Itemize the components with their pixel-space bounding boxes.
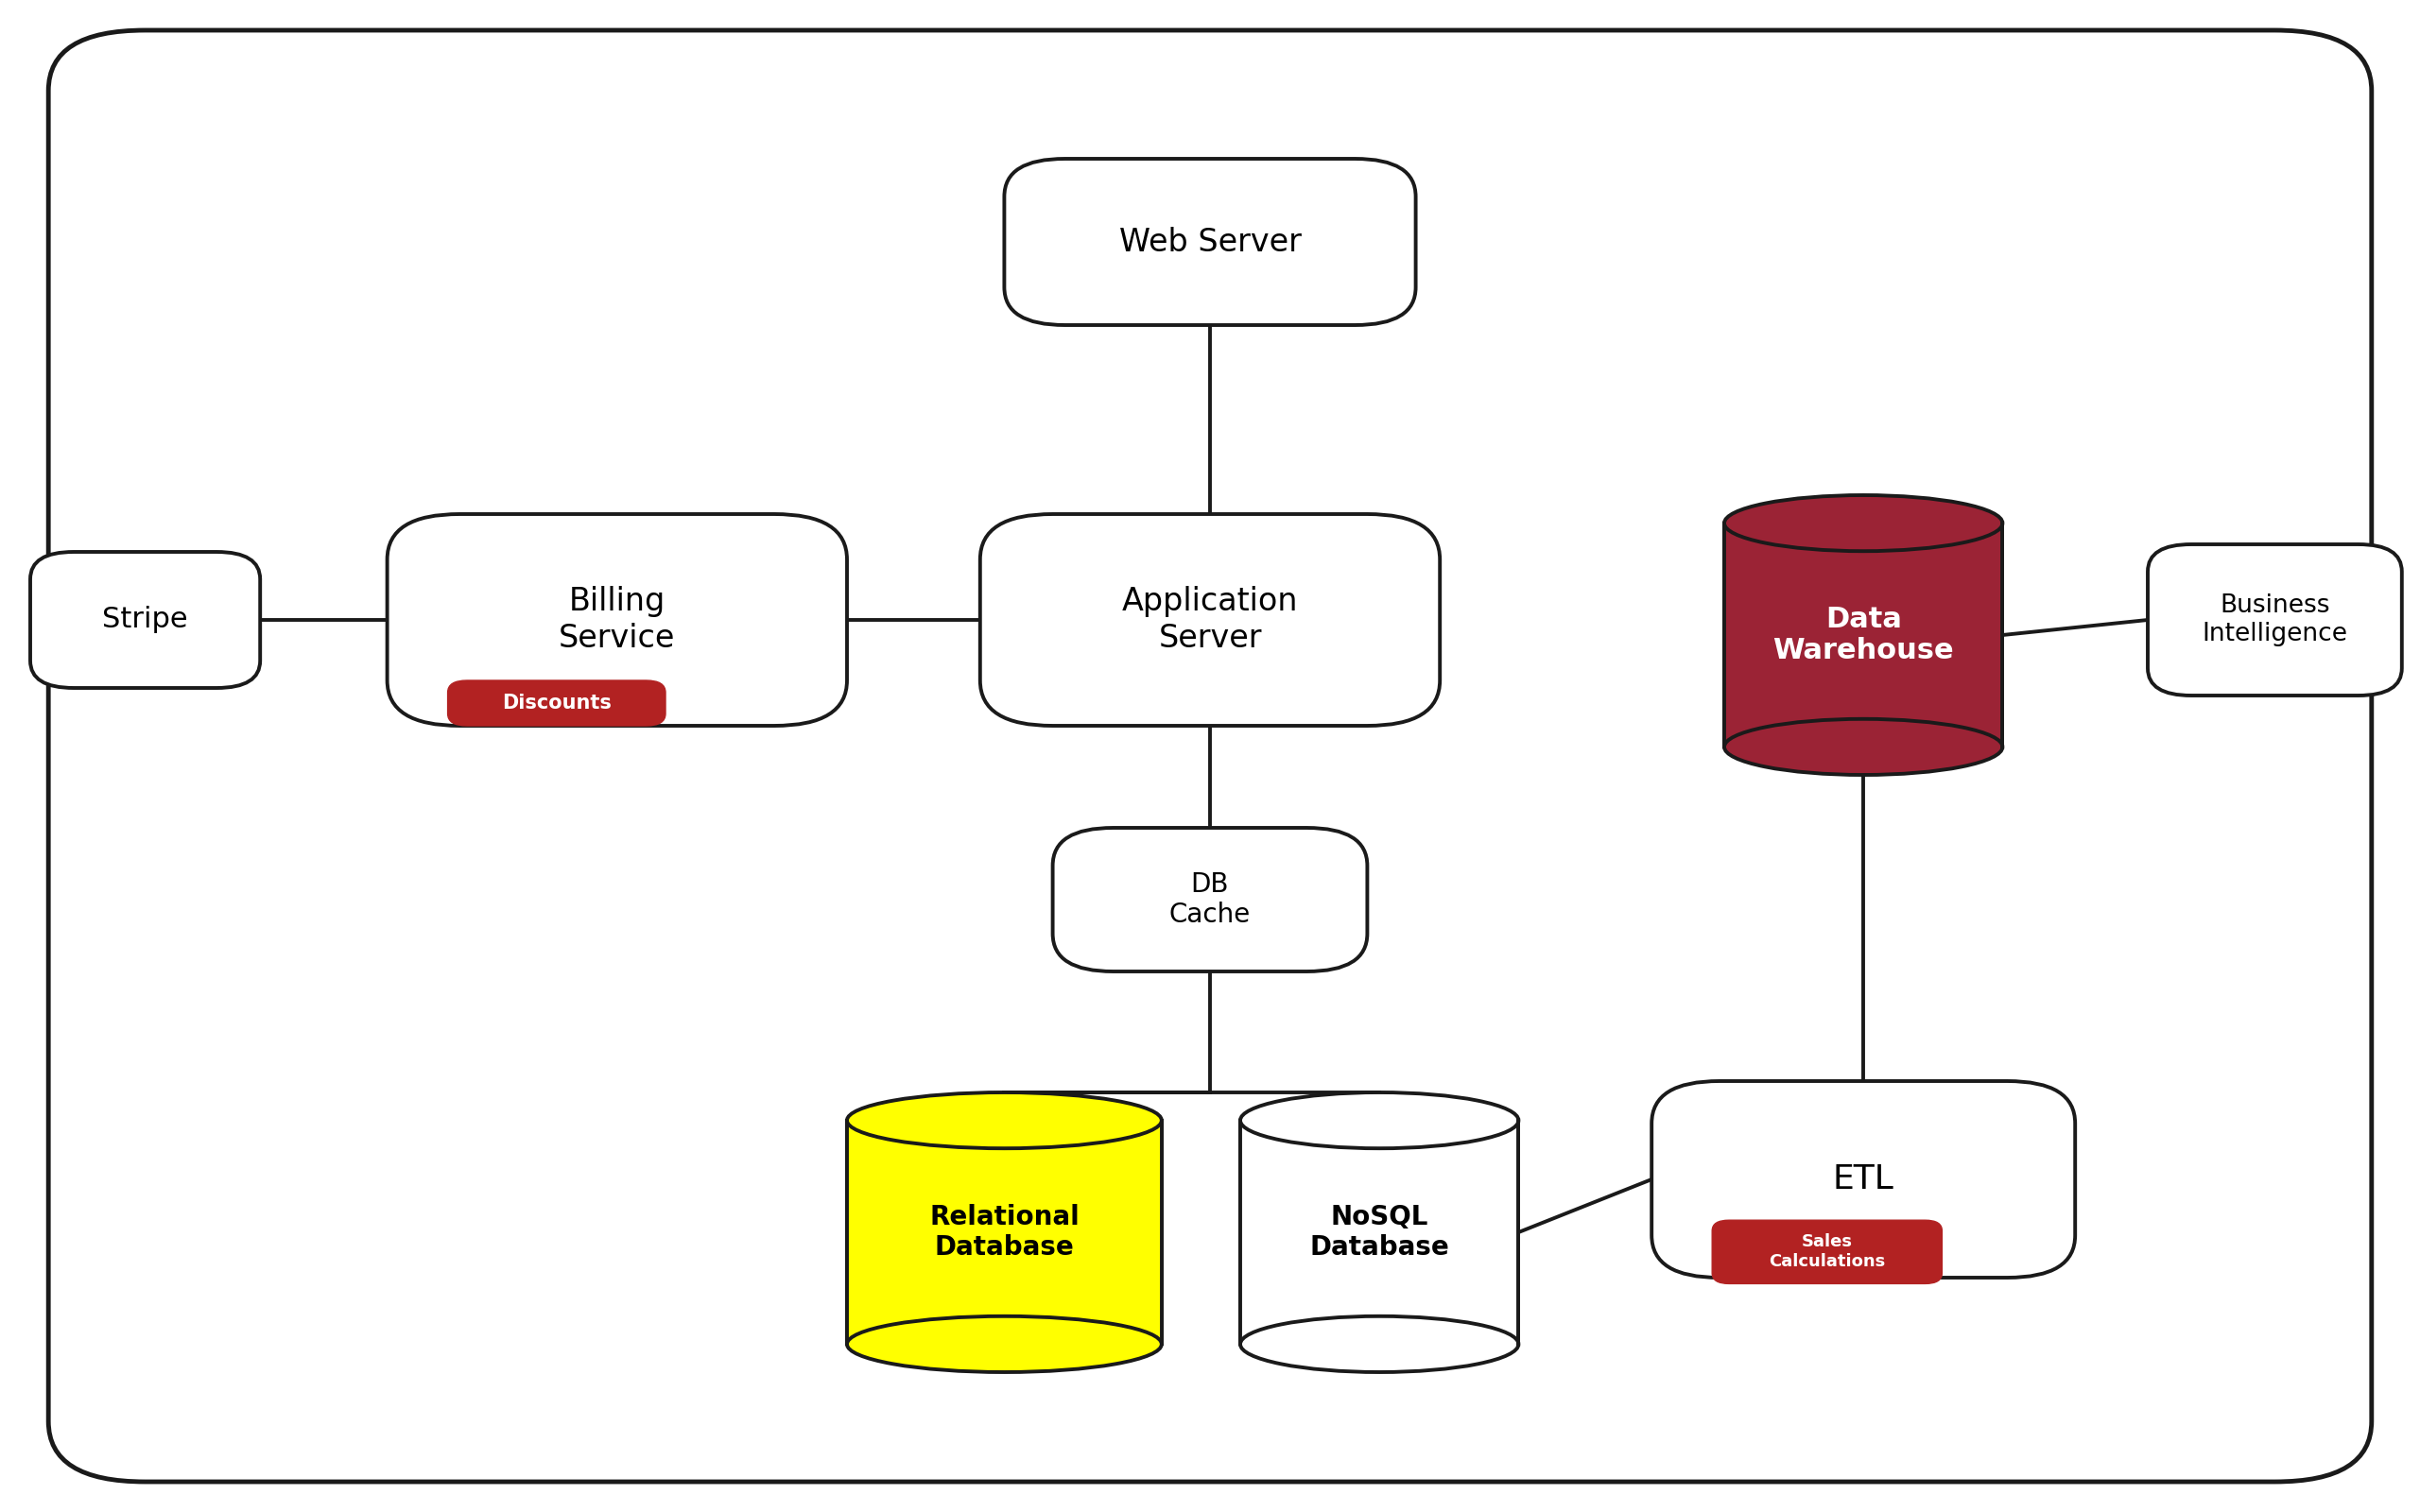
- Ellipse shape: [847, 1315, 1162, 1373]
- Bar: [1723, 523, 2004, 747]
- Text: Discounts: Discounts: [501, 694, 612, 712]
- Ellipse shape: [847, 1092, 1162, 1149]
- Text: Web Server: Web Server: [1118, 227, 1302, 257]
- Ellipse shape: [1239, 1092, 1520, 1149]
- FancyBboxPatch shape: [1713, 1220, 1943, 1284]
- Text: NoSQL
Database: NoSQL Database: [1309, 1204, 1450, 1261]
- Text: Business
Intelligence: Business Intelligence: [2202, 593, 2347, 647]
- FancyBboxPatch shape: [29, 552, 261, 688]
- FancyBboxPatch shape: [980, 514, 1440, 726]
- FancyBboxPatch shape: [2149, 544, 2401, 696]
- Ellipse shape: [1239, 1315, 1520, 1373]
- Bar: [1241, 1120, 1520, 1344]
- FancyBboxPatch shape: [1653, 1081, 2074, 1278]
- Bar: [847, 1120, 1162, 1344]
- Text: DB
Cache: DB Cache: [1169, 871, 1251, 928]
- Text: Data
Warehouse: Data Warehouse: [1774, 605, 1953, 665]
- FancyBboxPatch shape: [387, 514, 847, 726]
- Text: Sales
Calculations: Sales Calculations: [1769, 1234, 1885, 1270]
- Text: Application
Server: Application Server: [1123, 587, 1297, 653]
- Ellipse shape: [1723, 496, 2004, 552]
- Ellipse shape: [1723, 720, 2004, 776]
- Bar: [1723, 523, 2004, 747]
- Text: Stripe: Stripe: [102, 606, 189, 634]
- Text: ETL: ETL: [1832, 1163, 1895, 1196]
- FancyBboxPatch shape: [48, 30, 2372, 1482]
- FancyBboxPatch shape: [1053, 829, 1367, 971]
- Text: Relational
Database: Relational Database: [929, 1204, 1079, 1261]
- Text: Billing
Service: Billing Service: [559, 587, 675, 653]
- Bar: [847, 1120, 1162, 1344]
- FancyBboxPatch shape: [448, 680, 666, 726]
- Bar: [1241, 1120, 1520, 1344]
- FancyBboxPatch shape: [1004, 159, 1416, 325]
